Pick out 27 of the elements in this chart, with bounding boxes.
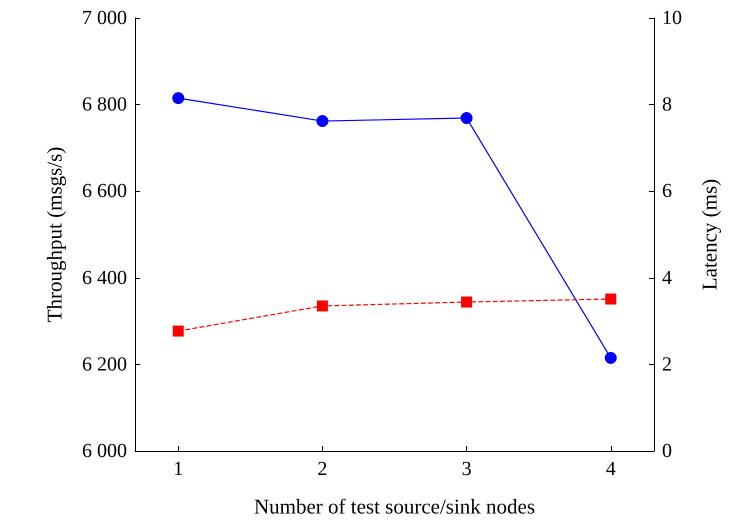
y2-tick-label: 8: [662, 94, 672, 116]
point: [604, 352, 617, 364]
y2-axis-title: Latency (ms): [698, 178, 722, 290]
point: [460, 112, 473, 124]
y2-tick-label: 10: [662, 7, 682, 29]
point: [172, 92, 184, 104]
x-tick-label: 1: [173, 458, 184, 480]
y-axis-title: Throughput (msgs/s): [42, 146, 66, 322]
x-tick-label: 2: [317, 458, 328, 480]
y2-tick-label: 4: [662, 266, 672, 289]
point: [461, 296, 472, 308]
y-tick-label: 7 000: [82, 7, 127, 29]
y-tick-label: 6 200: [82, 353, 127, 376]
y2-tick-label: 2: [662, 353, 672, 376]
y-tick-label: 6 000: [82, 440, 127, 462]
y2-tick-label: 6: [662, 180, 672, 202]
x-axis-title: Number of test source/sink nodes: [254, 494, 536, 518]
y2-tick-label: 0: [662, 440, 672, 462]
y-tick-label: 6 400: [82, 266, 127, 289]
point: [172, 326, 184, 337]
x-tick-label: 4: [606, 458, 616, 480]
y-tick-label: 6 600: [82, 180, 127, 202]
point: [316, 300, 328, 312]
point: [316, 115, 328, 128]
point: [605, 294, 616, 305]
y-tick-label: 6 800: [82, 94, 127, 116]
x-tick-label: 3: [462, 458, 472, 480]
